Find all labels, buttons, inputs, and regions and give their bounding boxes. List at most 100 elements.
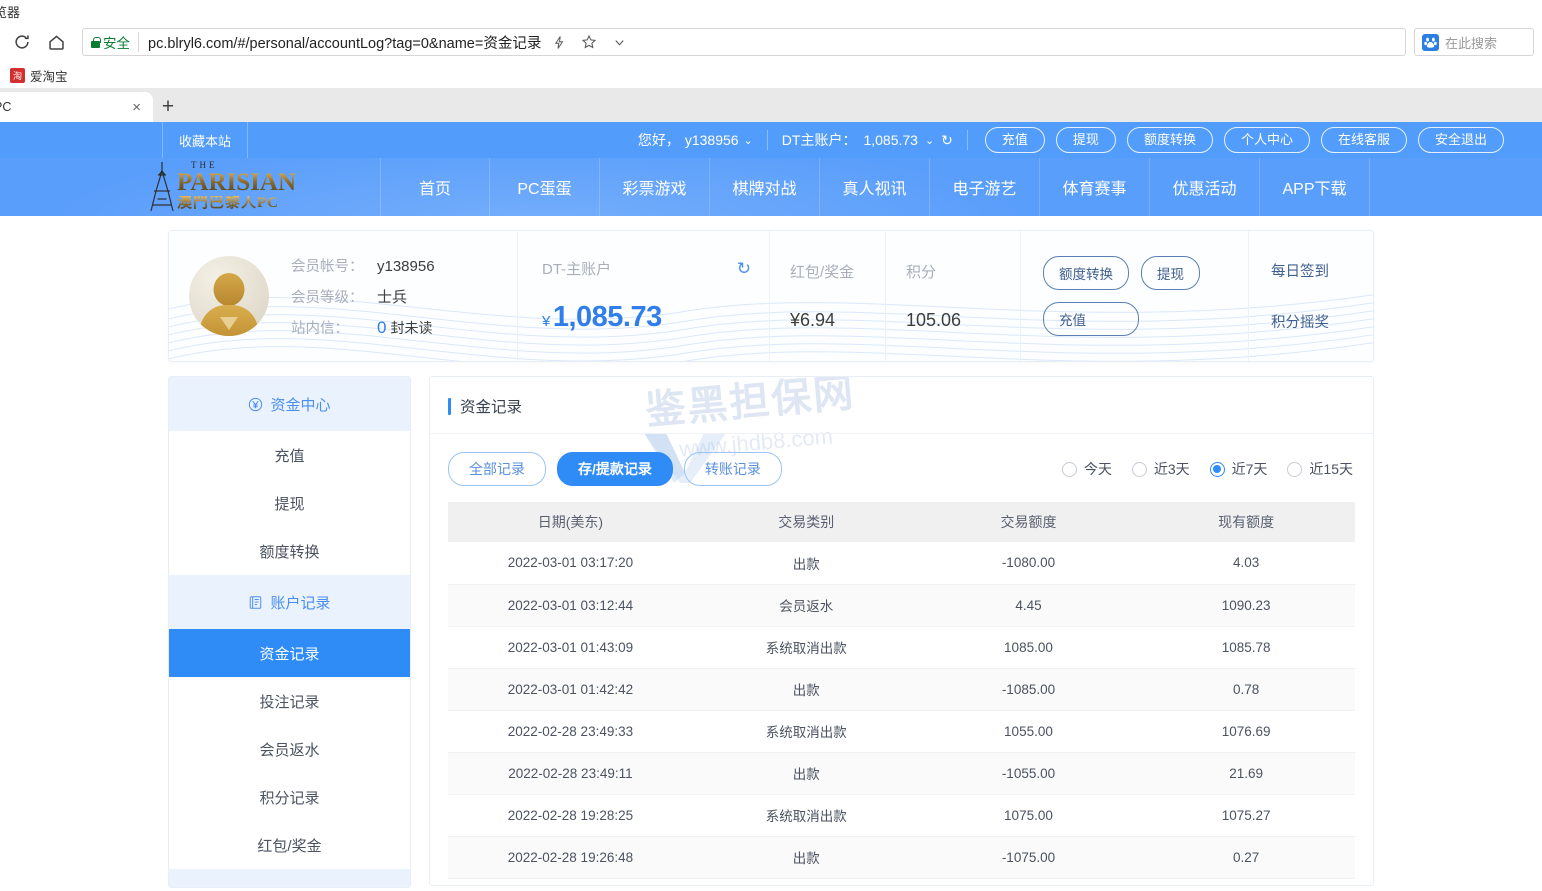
search-input[interactable]: 在此搜索 <box>1414 28 1534 56</box>
ledger-icon <box>250 595 262 609</box>
url-text[interactable]: pc.blryl6.com/#/personal/accountLog?tag=… <box>148 35 542 52</box>
member-level-value: 士兵 <box>377 288 408 306</box>
nav-item-sports[interactable]: 体育赛事 <box>1040 158 1150 216</box>
home-icon[interactable] <box>42 28 70 56</box>
new-tab-button[interactable]: + <box>161 95 175 118</box>
topbar-button-logout[interactable]: 安全退出 <box>1417 127 1504 153</box>
card-button-recharge[interactable]: 充值 <box>1043 302 1139 336</box>
nav-item-promo[interactable]: 优惠活动 <box>1150 158 1260 216</box>
sidebar-item-recharge[interactable]: 充值 <box>274 447 305 465</box>
sidebar-item-points-records[interactable]: 积分记录 <box>259 789 320 807</box>
sidebar-item-fund-records[interactable]: 资金记录 <box>169 629 410 677</box>
cell-type: 出款 <box>692 752 920 795</box>
refresh-icon[interactable]: ↻ <box>941 131 953 148</box>
table-row: 2022-02-28 23:49:33 系统取消出款 1055.00 1076.… <box>448 710 1355 753</box>
close-icon[interactable]: × <box>132 98 141 116</box>
tab-deposit-withdraw-records[interactable]: 存/提款记录 <box>557 452 673 486</box>
cell-date: 2022-03-01 01:42:42 <box>448 668 693 711</box>
refresh-icon[interactable]: ↻ <box>736 258 751 278</box>
topbar-button-recharge[interactable]: 充值 <box>984 127 1045 153</box>
sidebar-item-bonus-records[interactable]: 红包/奖金 <box>257 837 322 855</box>
inbox-label: 站内信： <box>291 320 349 337</box>
topbar-button-withdraw[interactable]: 提现 <box>1055 127 1116 153</box>
radio-dot <box>1209 461 1225 477</box>
radio-today-label: 今天 <box>1083 461 1112 477</box>
lock-icon <box>91 36 101 48</box>
currency-symbol: ¥ <box>542 313 550 330</box>
radio-last-3-days-label: 近3天 <box>1153 461 1190 477</box>
topbar-button-support[interactable]: 在线客服 <box>1320 127 1407 153</box>
avatar <box>189 256 269 336</box>
radio-today[interactable]: 今天 <box>1061 459 1112 479</box>
balance-section: DT-主账户 ↻ ¥1,085.73 <box>517 231 769 361</box>
sidebar-section-next <box>169 869 410 887</box>
cell-balance: 1075.27 <box>1137 794 1355 837</box>
column-type: 交易类别 <box>692 502 920 542</box>
radio-last-15-days-label: 近15天 <box>1309 461 1353 477</box>
window-title: 览器 <box>0 5 21 20</box>
tab-all-records[interactable]: 全部记录 <box>448 452 546 486</box>
radio-last-15-days[interactable]: 近15天 <box>1287 459 1353 479</box>
favorite-site-button[interactable]: 收藏本站 <box>162 122 249 158</box>
nav-item-pcdandan[interactable]: PC蛋蛋 <box>490 158 600 216</box>
radio-dot <box>1287 461 1303 477</box>
topbar-left: 收藏本站 <box>0 122 460 158</box>
tab-transfer-records[interactable]: 转账记录 <box>683 452 782 486</box>
topbar-button-transfer[interactable]: 额度转换 <box>1126 127 1213 153</box>
nav-item-slots[interactable]: 电子游艺 <box>930 158 1040 216</box>
cell-balance: 0.78 <box>1137 668 1355 711</box>
cell-date: 2022-03-01 03:17:20 <box>448 542 693 585</box>
cell-balance: 1090.23 <box>1137 584 1355 627</box>
balance-label: DT-主账户 <box>542 261 612 278</box>
greeting-username: y138956 <box>684 132 739 148</box>
daily-checkin-link[interactable]: 每日签到 <box>1271 264 1329 280</box>
chevron-down-icon[interactable]: ⌄ <box>924 134 935 147</box>
logo-name: PARISIAN <box>177 168 296 196</box>
eiffel-tower-icon <box>150 162 174 212</box>
content-area: 资金中心 充值 提现 额度转换 账户记录 资金记录 投注记录 会员返水 积分记录… <box>168 376 1374 888</box>
sidebar-item-withdraw[interactable]: 提现 <box>274 495 305 513</box>
reload-icon[interactable] <box>8 28 36 56</box>
radio-last-3-days[interactable]: 近3天 <box>1131 459 1190 479</box>
topbar-account-balance: DT主账户： 1,085.73 ⌄ ↻ <box>768 130 968 150</box>
cell-amount: 1055.00 <box>919 710 1138 753</box>
card-button-withdraw[interactable]: 提现 <box>1141 256 1200 290</box>
inbox-row[interactable]: 站内信： 0 封未读 <box>291 317 435 338</box>
chevron-down-icon[interactable] <box>609 32 629 52</box>
table-row: 2022-03-01 03:17:20 出款 -1080.00 4.03 <box>448 542 1355 585</box>
nav-item-app[interactable]: APP下载 <box>1260 158 1370 216</box>
sidebar-item-bet-records[interactable]: 投注记录 <box>259 693 320 711</box>
member-level-row: 会员等级： 士兵 <box>291 286 435 307</box>
cell-type: 系统取消出款 <box>692 710 920 753</box>
main-navigation: THE PARISIAN 澳門巴黎人PC 首页 PC蛋蛋 彩票游戏 棋牌对战 真… <box>0 158 1542 216</box>
chevron-down-icon[interactable]: ⌄ <box>743 134 753 147</box>
sidebar-item-rebate[interactable]: 会员返水 <box>259 741 320 759</box>
bookmark-star-icon[interactable] <box>579 32 599 52</box>
cell-balance: 0.27 <box>1137 836 1355 879</box>
baidu-icon <box>1422 33 1439 51</box>
bonus-section: 红包/奖金 ¥6.94 <box>769 231 885 361</box>
bookmarks-bar: 淘 爱淘宝 <box>0 62 1542 88</box>
nav-item-chess[interactable]: 棋牌对战 <box>710 158 820 216</box>
nav-item-lottery[interactable]: 彩票游戏 <box>600 158 710 216</box>
topbar-button-profile[interactable]: 个人中心 <box>1223 127 1310 153</box>
sidebar-section-records-label: 账户记录 <box>270 594 331 612</box>
site-logo[interactable]: THE PARISIAN 澳門巴黎人PC <box>0 158 380 216</box>
browser-tab[interactable]: PC × <box>0 92 153 122</box>
address-bar[interactable]: 安全 pc.blryl6.com/#/personal/accountLog?t… <box>82 28 1406 56</box>
lightning-icon[interactable] <box>549 32 569 52</box>
window-titlebar: 览器 <box>0 0 1542 22</box>
user-greeting[interactable]: 您好， y138956 ⌄ <box>638 130 768 150</box>
bookmark-taobao[interactable]: 淘 爱淘宝 <box>6 64 72 87</box>
browser-chrome: 览器 安全 pc.blryl6.com/#/personal/accountLo… <box>0 0 1542 122</box>
cell-balance: 1085.78 <box>1137 626 1355 669</box>
account-label: DT主账户： <box>781 132 857 148</box>
sidebar-item-transfer[interactable]: 额度转换 <box>259 543 320 561</box>
card-button-transfer[interactable]: 额度转换 <box>1043 256 1129 290</box>
cell-type: 会员返水 <box>692 584 920 627</box>
table-row: 2022-02-28 23:49:11 出款 -1055.00 21.69 <box>448 752 1355 795</box>
radio-last-7-days[interactable]: 近7天 <box>1209 459 1267 479</box>
points-lottery-link[interactable]: 积分摇奖 <box>1271 315 1329 331</box>
nav-item-home[interactable]: 首页 <box>380 158 490 216</box>
nav-item-live[interactable]: 真人视讯 <box>820 158 930 216</box>
